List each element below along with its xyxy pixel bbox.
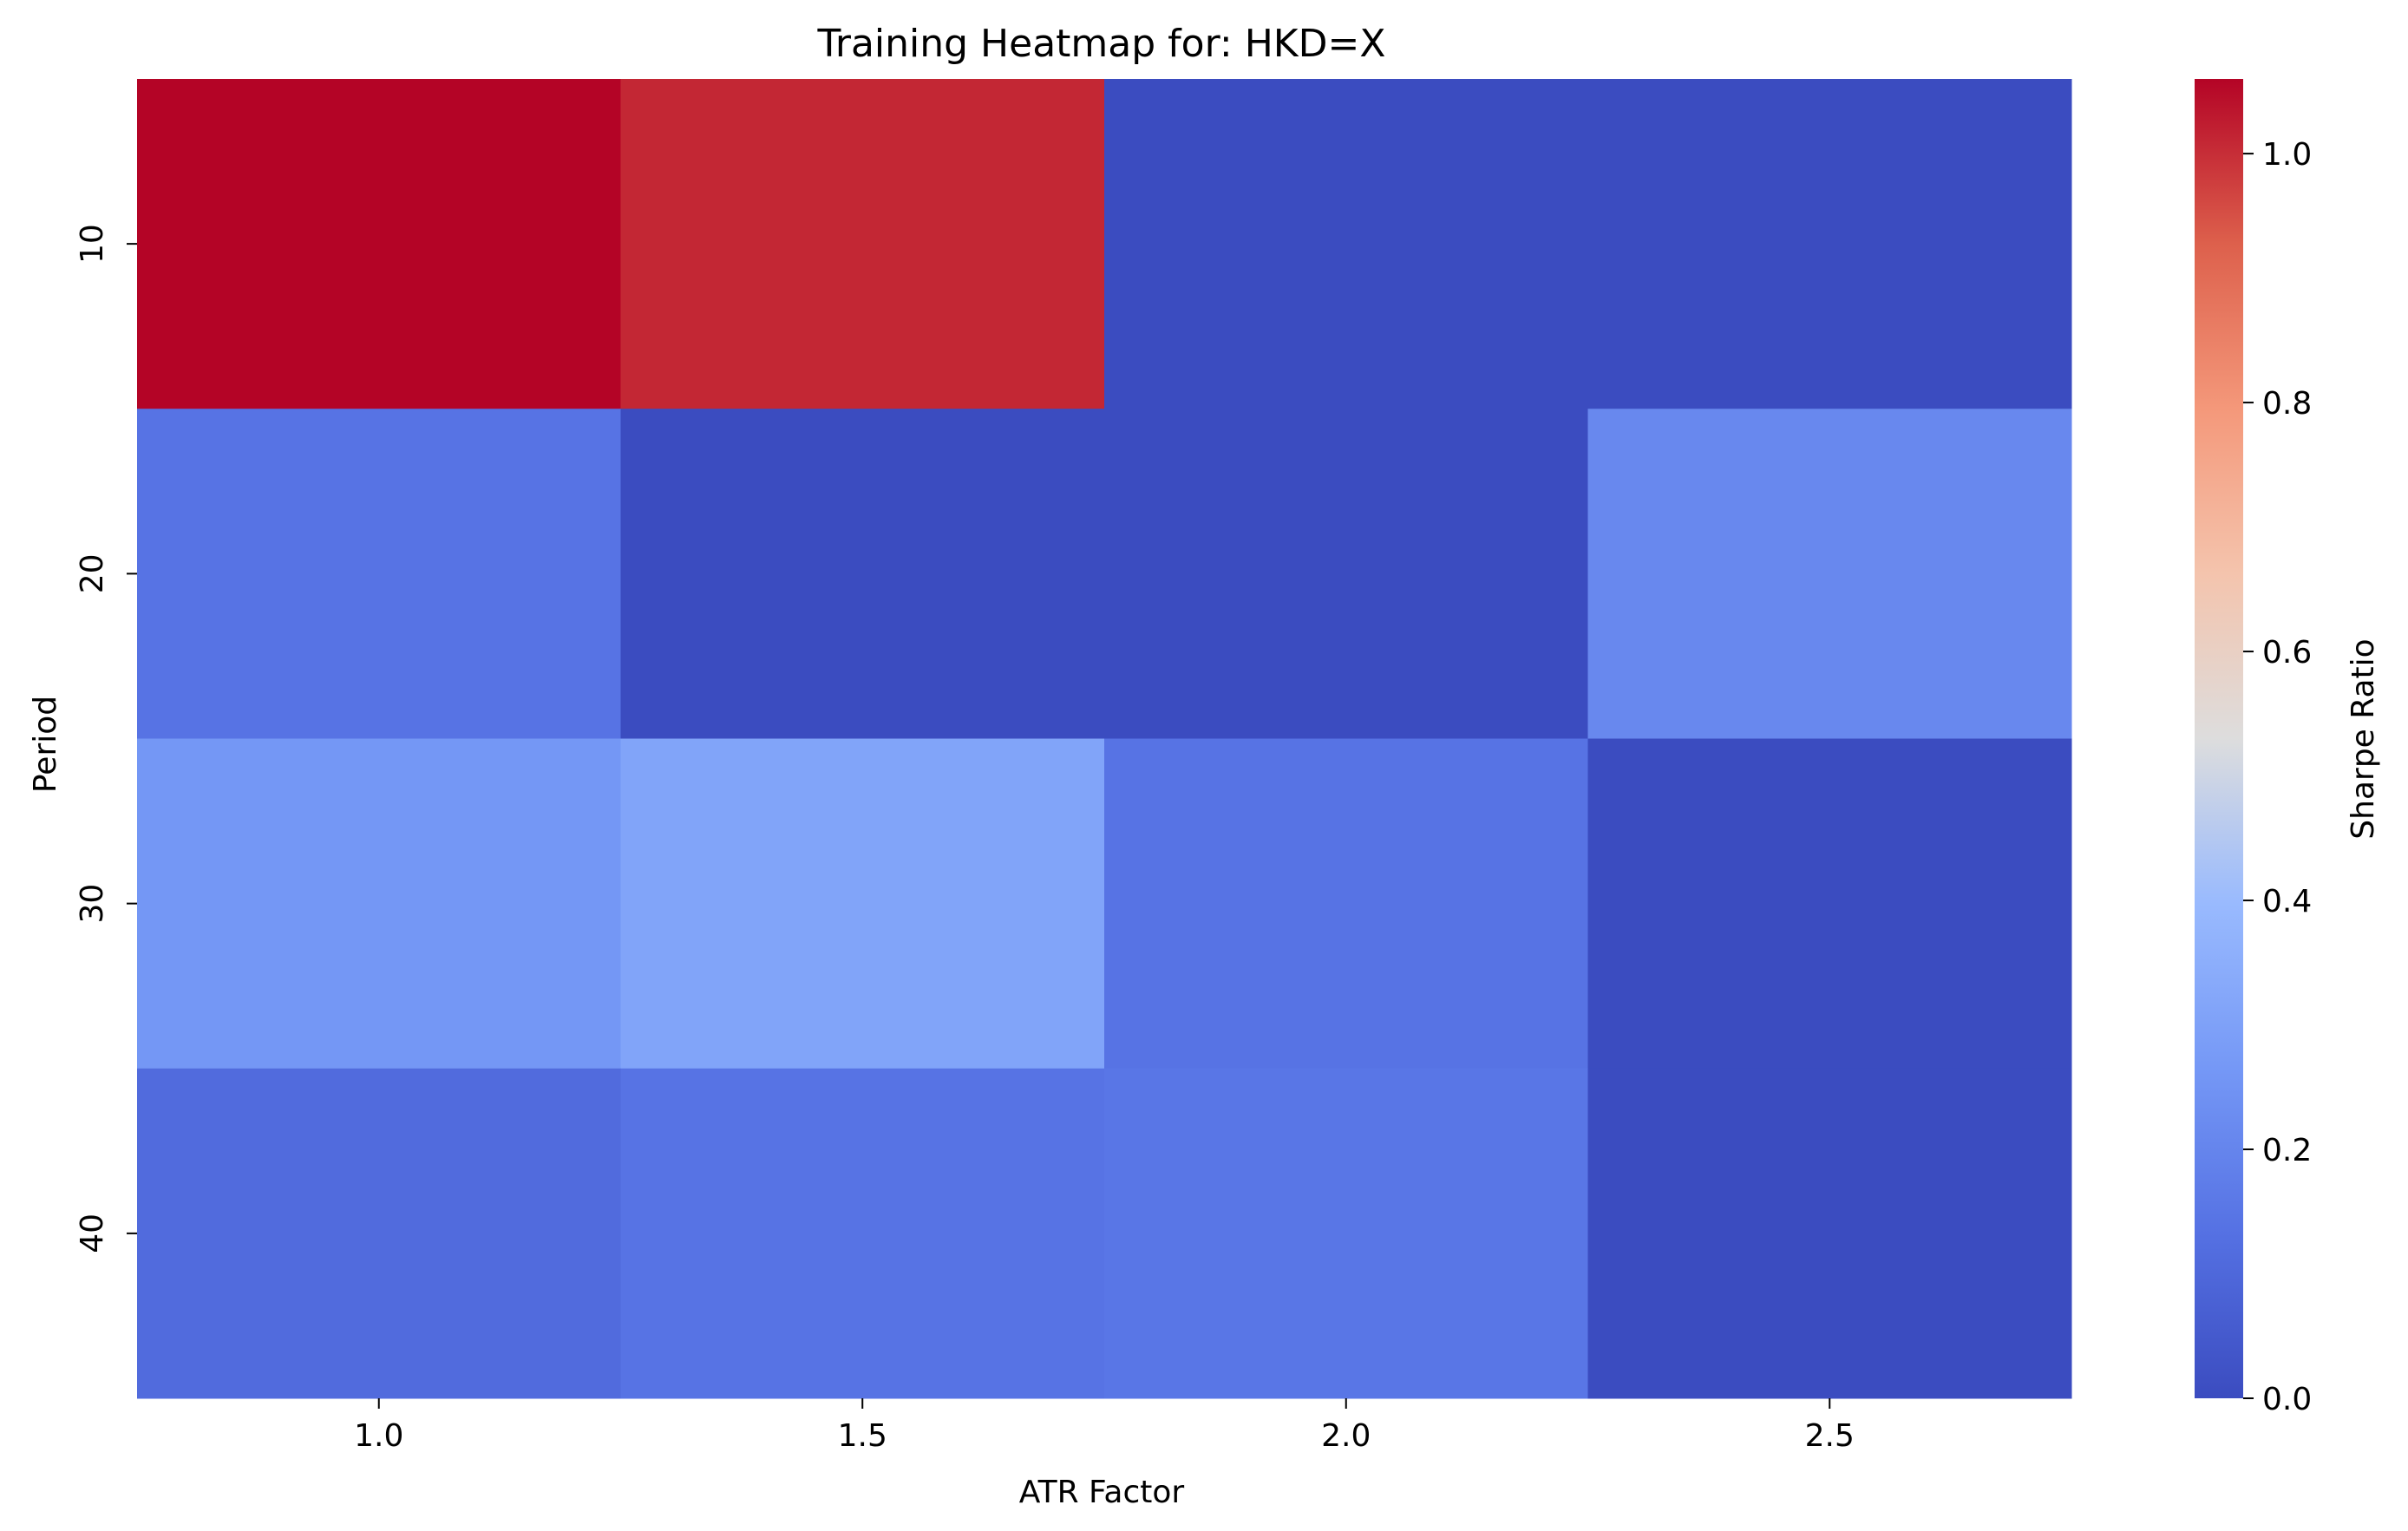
heatmap-cell [137,1068,621,1399]
heatmap-cell [1104,79,1588,409]
x-tick-label: 1.0 [354,1418,403,1454]
x-tick-label: 2.0 [1321,1418,1371,1454]
heatmap-cell [1587,738,2072,1070]
colorbar-tick-label: 0.8 [2262,386,2312,422]
heatmap-cell [620,738,1105,1070]
heatmap-cell [137,409,621,739]
heatmap-cell [1104,409,1588,739]
y-axis-ticks: 10 20 30 40 [75,224,137,1253]
y-tick-label: 40 [75,1214,110,1253]
heatmap-cells [137,79,2072,1399]
heatmap-cell [1104,1068,1588,1399]
colorbar-label: Sharpe Ratio [2346,638,2381,839]
y-tick-label: 20 [75,553,110,593]
heatmap-cell [137,738,621,1070]
heatmap-cell [1587,79,2072,409]
colorbar-tick-label: 0.0 [2262,1382,2312,1417]
x-axis-label: ATR Factor [1019,1475,1185,1510]
colorbar-ticks: 0.0 0.2 0.4 0.6 0.8 1.0 [2243,137,2312,1417]
heatmap-cell [1587,409,2072,739]
colorbar-tick-label: 0.4 [2262,884,2312,919]
colorbar-tick-label: 0.2 [2262,1133,2312,1168]
colorbar-tick-label: 1.0 [2262,137,2312,173]
y-tick-label: 30 [75,884,110,924]
x-tick-label: 2.5 [1805,1418,1855,1454]
heatmap-cell [137,79,621,409]
colorbar-tick-label: 0.6 [2262,635,2312,671]
heatmap-cell [620,409,1105,739]
y-tick-label: 10 [75,224,110,264]
colorbar [2195,79,2243,1398]
heatmap-cell [620,79,1105,409]
heatmap-cell [1104,738,1588,1070]
x-axis-ticks: 1.0 1.5 2.0 2.5 [354,1398,1855,1454]
y-axis-label: Period [28,696,63,793]
heatmap-cell [620,1068,1105,1399]
heatmap-cell [1587,1068,2072,1399]
chart-title: Training Heatmap for: HKD=X [816,22,1385,66]
x-tick-label: 1.5 [838,1418,887,1454]
